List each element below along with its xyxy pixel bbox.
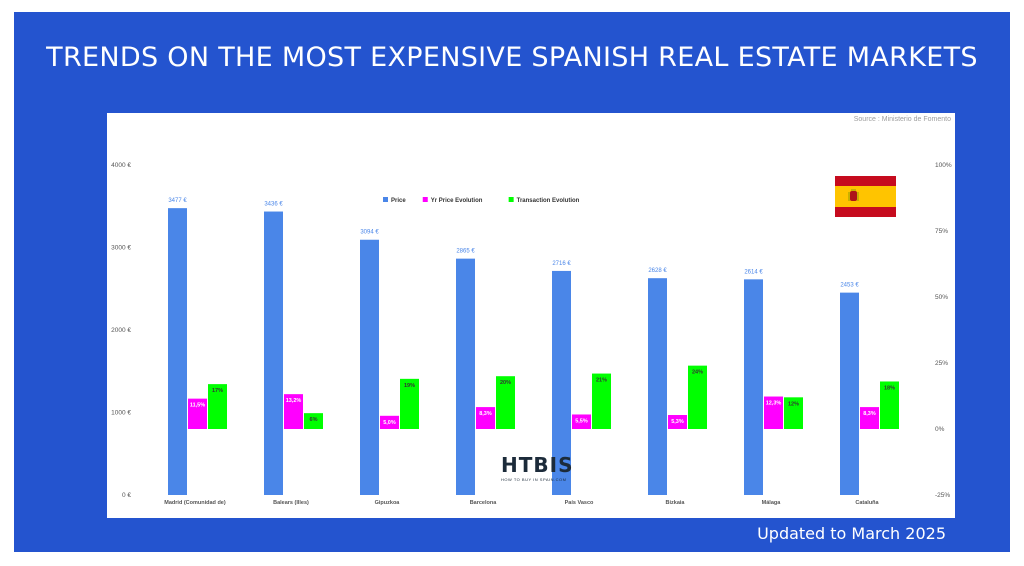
price-data-label: 2716 € — [552, 261, 571, 267]
yr-price-evolution-bar — [188, 398, 207, 429]
yr-price-evolution-label: 5,5% — [575, 418, 588, 424]
x-category-label: Bizkaia — [666, 500, 686, 506]
transaction-evolution-bar — [400, 378, 419, 429]
yr-price-evolution-bar — [380, 415, 399, 429]
y-left-tick-label: 0 € — [122, 492, 131, 499]
transaction-evolution-bar — [688, 365, 707, 429]
spain-flag-icon — [835, 176, 896, 217]
yr-price-evolution-label: 8,3% — [479, 411, 492, 417]
yr-price-evolution-bar — [572, 414, 591, 429]
transaction-evolution-bar — [304, 413, 323, 429]
yr-price-evolution-bar — [476, 407, 495, 429]
yr-price-evolution-bar — [860, 407, 879, 429]
transaction-evolution-bar — [496, 376, 515, 429]
transaction-evolution-label: 19% — [404, 383, 415, 389]
price-bar — [552, 270, 571, 495]
logo-name: HTBIS — [501, 453, 574, 477]
transaction-evolution-label: 21% — [596, 378, 607, 384]
yr-price-evolution-bar — [284, 394, 303, 429]
x-category-label: País Vasco — [565, 500, 594, 506]
price-bar — [744, 279, 763, 495]
htbis-logo: HTBIS HOW TO BUY IN SPAIN.COM — [501, 455, 591, 485]
source-note: Source : Ministerio de Fomento — [853, 116, 951, 123]
price-data-label: 2865 € — [456, 249, 475, 255]
legend-swatch — [383, 197, 388, 202]
chart-panel: Source : Ministerio de Fomento 0 € 1000 €… — [107, 113, 955, 518]
x-category-label: Cataluña — [855, 500, 879, 506]
transaction-evolution-bar — [592, 373, 611, 429]
chart-svg: 0 € 1000 € 2000 € 3000 € 4000 € -25% 0% 25% 50% 7… — [111, 162, 952, 506]
yr-price-evolution-label: 5,0% — [383, 420, 396, 426]
y-right-tick-label: 25% — [935, 360, 948, 367]
transaction-evolution-label: 20% — [500, 380, 511, 386]
y-left-tick-label: 1000 € — [111, 410, 131, 417]
price-data-label: 2614 € — [744, 269, 763, 275]
x-category-label: Málaga — [762, 500, 782, 506]
legend-label: Yr Price Evolution — [431, 198, 483, 204]
legend-swatch — [422, 197, 428, 202]
transaction-evolution-label: 17% — [212, 388, 223, 394]
price-bar — [264, 211, 283, 495]
yr-price-evolution-bar — [668, 415, 687, 429]
legend-swatch — [508, 197, 514, 202]
y-left-tick-label: 3000 € — [111, 245, 131, 252]
y-left-tick-label: 2000 € — [111, 327, 131, 334]
x-category-label: Gipuzkoa — [375, 500, 401, 506]
legend-label: Price — [391, 198, 406, 204]
yr-price-evolution-label: 11,5% — [190, 403, 205, 409]
legend-label: Transaction Evolution — [517, 198, 580, 204]
x-category-label: Barcelona — [470, 500, 498, 506]
transaction-evolution-bar — [880, 381, 899, 429]
price-data-label: 2453 € — [840, 283, 859, 289]
y-right-tick-label: 0% — [935, 426, 945, 433]
coat-of-arms-icon — [848, 189, 859, 201]
price-bar — [360, 239, 379, 495]
yr-price-evolution-bar — [764, 396, 783, 429]
price-bar — [168, 208, 187, 495]
x-category-label: Balears (Illes) — [273, 500, 309, 506]
transaction-evolution-label: 24% — [692, 370, 703, 376]
transaction-evolution-bar — [208, 384, 227, 429]
price-data-label: 3477 € — [168, 198, 187, 204]
transaction-evolution-label: 6% — [310, 417, 318, 423]
yr-price-evolution-label: 8,3% — [863, 411, 876, 417]
y-left-tick-label: 4000 € — [111, 162, 131, 169]
transaction-evolution-label: 18% — [884, 385, 895, 391]
logo-tagline: HOW TO BUY IN SPAIN.COM — [501, 477, 567, 482]
y-right-tick-label: 50% — [935, 294, 948, 301]
price-bar — [456, 258, 475, 495]
y-right-tick-label: 100% — [935, 162, 952, 169]
price-data-label: 2628 € — [648, 268, 667, 274]
transaction-evolution-bar — [784, 397, 803, 429]
page-title: TRENDS ON THE MOST EXPENSIVE SPANISH REA… — [46, 42, 978, 73]
y-right-tick-label: 75% — [935, 228, 948, 235]
yr-price-evolution-label: 13,2% — [286, 398, 302, 404]
y-right-tick-label: -25% — [935, 492, 950, 499]
price-data-label: 3436 € — [264, 202, 283, 208]
updated-note: Updated to March 2025 — [757, 524, 946, 543]
yr-price-evolution-label: 5,3% — [671, 419, 684, 425]
price-bar — [648, 278, 667, 495]
yr-price-evolution-label: 12,3% — [766, 401, 782, 407]
x-category-label: Madrid (Comunidad de) — [164, 500, 226, 506]
price-data-label: 3094 € — [360, 230, 379, 236]
price-bar — [840, 292, 859, 495]
transaction-evolution-label: 12% — [788, 401, 799, 407]
